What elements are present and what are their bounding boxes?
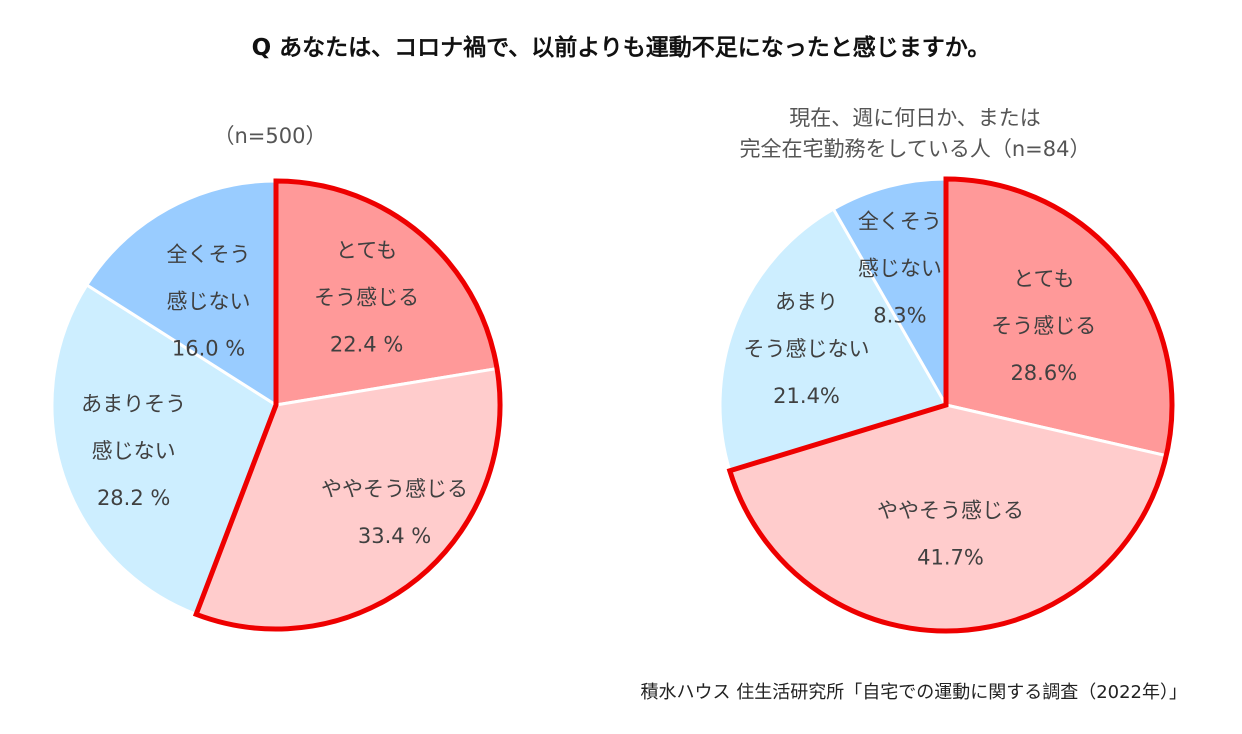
right-slice-not-at-all-label: 全くそう感じない 8.3% <box>858 210 942 328</box>
slice-value-text: 22.4 % <box>330 332 403 356</box>
slice-value-text: 21.4% <box>773 384 840 408</box>
slice-label-text: 感じない <box>858 257 942 281</box>
slice-label-text: あまり <box>775 290 838 314</box>
right-subtitle-line-1: 現在、週に何日か、または <box>789 106 1041 130</box>
slice-label-text: そう感じる <box>991 314 1096 338</box>
left-chart-subtitle: （n=500） <box>170 121 370 152</box>
slice-label-text: そう感じない <box>744 337 870 361</box>
source-note: 積水ハウス 住生活研究所「自宅での運動に関する調査（2022年）」 <box>640 682 1187 703</box>
slice-value-text: 41.7% <box>917 545 984 569</box>
slice-label-text: あまりそう <box>81 392 186 416</box>
slice-label-text: ややそう感じる <box>877 498 1024 522</box>
slice-value-text: 33.4 % <box>358 524 431 548</box>
slice-value-text: 28.2 % <box>97 486 170 510</box>
left-slice-not-at-all <box>85 179 278 407</box>
slice-label-text: ややそう感じる <box>321 477 468 501</box>
slice-label-text: 感じない <box>92 439 176 463</box>
left-slice-very-much-label: とてもそう感じる 22.4 % <box>314 238 419 356</box>
left-slice-not-much <box>50 283 278 616</box>
right-slice-somewhat-label: ややそう感じる 41.7% <box>877 498 1024 569</box>
chart-title: Q あなたは、コロナ禍で、以前よりも運動不足になったと感じますか。 <box>251 35 991 61</box>
right-highlight-outline <box>726 176 1175 634</box>
slice-label-text: とても <box>1013 267 1074 291</box>
slice-value-text: 16.0 % <box>172 336 245 360</box>
slice-label-text: そう感じる <box>314 285 419 309</box>
right-slice-very-much-label: とてもそう感じる 28.6% <box>991 267 1096 385</box>
right-slice-not-much <box>718 207 948 473</box>
slice-label-text: とても <box>336 238 397 262</box>
slice-value-text: 28.6% <box>1010 361 1077 385</box>
slice-label-text: 全くそう <box>858 210 942 234</box>
slice-label-text: 全くそう <box>167 242 251 266</box>
slice-label-text: 感じない <box>167 289 251 313</box>
right-slice-not-much-label: あまりそう感じない 21.4% <box>744 290 870 408</box>
slice-value-text: 8.3% <box>873 304 926 328</box>
left-highlight-outline <box>192 178 503 632</box>
left-slice-somewhat-label: ややそう感じる 33.4 % <box>321 477 468 548</box>
right-chart-subtitle: 現在、週に何日か、または 完全在宅勤務をしている人（n=84） <box>680 103 1150 165</box>
right-subtitle-line-2: 完全在宅勤務をしている人（n=84） <box>739 137 1091 161</box>
left-subtitle-line: （n=500） <box>213 124 327 148</box>
left-slice-not-at-all-label: 全くそう感じない 16.0 % <box>167 242 251 360</box>
left-slice-not-much-label: あまりそう感じない 28.2 % <box>81 392 186 510</box>
right-slice-not-at-all <box>831 177 948 407</box>
